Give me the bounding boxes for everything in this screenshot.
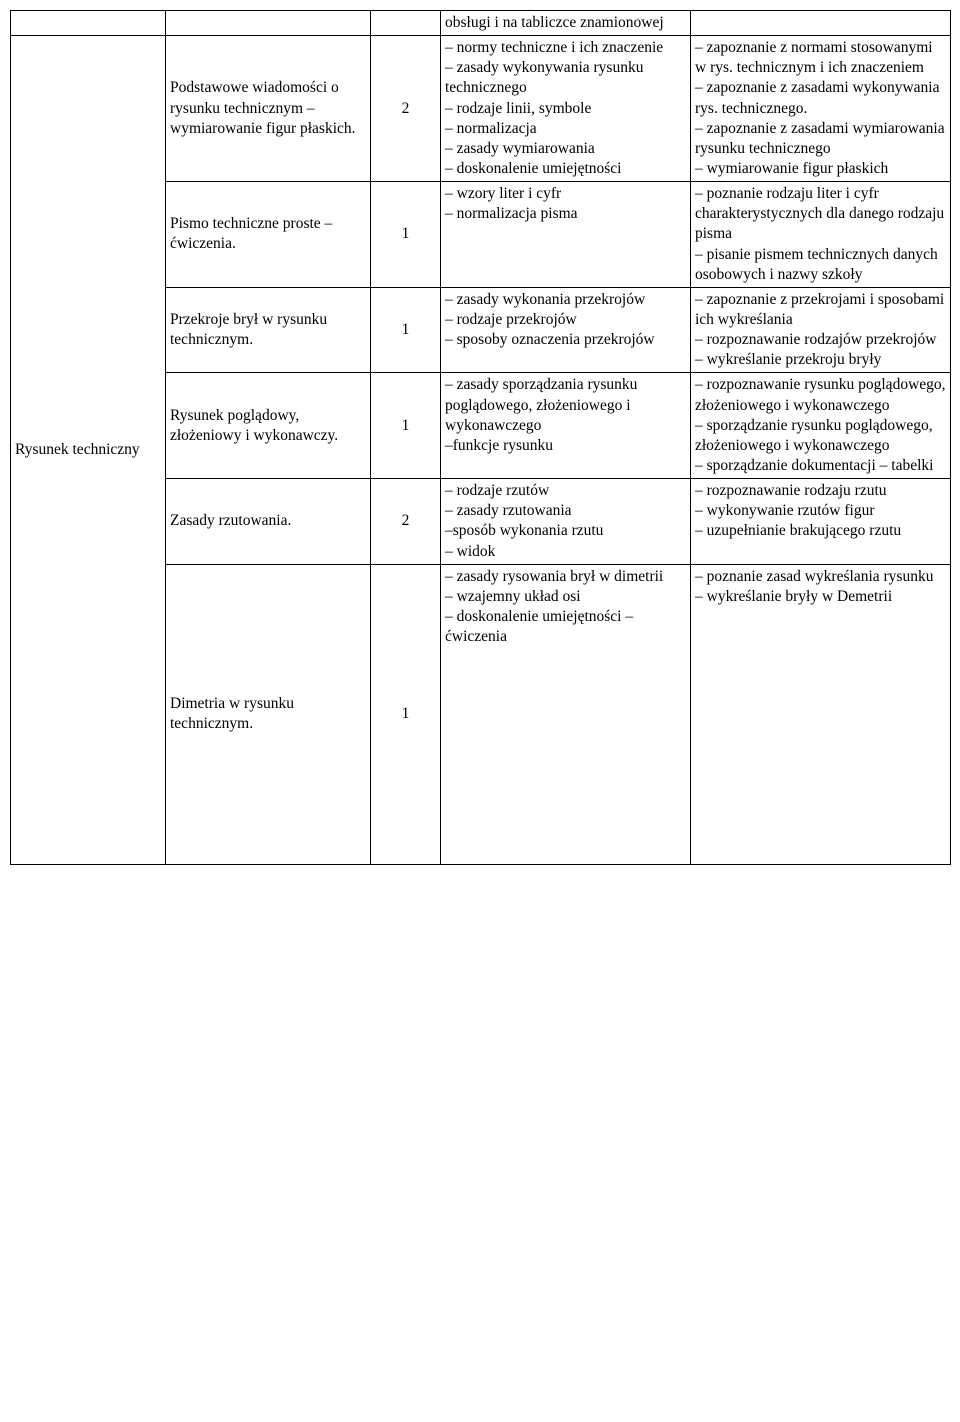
cell-hours: 1 — [371, 564, 441, 864]
cell-outcome: – poznanie zasad wykreślania rysunku– wy… — [691, 564, 951, 864]
cell-outcome: – rozpoznawanie rodzaju rzutu– wykonywan… — [691, 479, 951, 565]
cell-hours: 1 — [371, 373, 441, 479]
cell-topic: Dimetria w rysunku technicznym. — [166, 564, 371, 864]
cell-content: – rodzaje rzutów– zasady rzutowania–spos… — [441, 479, 691, 565]
cell-topic: Podstawowe wiadomości o rysunku technicz… — [166, 36, 371, 182]
cell-content: – zasady rysowania brył w dimetrii– wzaj… — [441, 564, 691, 864]
cell-outcome: – zapoznanie z przekrojami i sposobami i… — [691, 287, 951, 373]
cell-topic: Rysunek poglądowy, złożeniowy i wykonawc… — [166, 373, 371, 479]
syllabus-table: obsługi i na tabliczce znamionowej Rysun… — [10, 10, 951, 865]
cell-hours: 2 — [371, 36, 441, 182]
cell-content: obsługi i na tabliczce znamionowej — [441, 11, 691, 36]
table-row: Rysunek techniczny Podstawowe wiadomości… — [11, 36, 951, 182]
cell-outcome — [691, 11, 951, 36]
cell-outcome: – rozpoznawanie rysunku poglądowego, zło… — [691, 373, 951, 479]
cell-content: – wzory liter i cyfr– normalizacja pisma — [441, 182, 691, 288]
cell-outcome: – poznanie rodzaju liter i cyfr charakte… — [691, 182, 951, 288]
cell-section — [11, 11, 166, 36]
cell-topic: Przekroje brył w rysunku technicznym. — [166, 287, 371, 373]
cell-outcome: – zapoznanie z normami stosowanymi w rys… — [691, 36, 951, 182]
cell-content: – normy techniczne i ich znaczenie– zasa… — [441, 36, 691, 182]
cell-content: – zasady sporządzania rysunku poglądoweg… — [441, 373, 691, 479]
cell-content: – zasady wykonania przekrojów– rodzaje p… — [441, 287, 691, 373]
cell-hours: 1 — [371, 182, 441, 288]
cell-topic — [166, 11, 371, 36]
cell-section: Rysunek techniczny — [11, 36, 166, 865]
table-row: obsługi i na tabliczce znamionowej — [11, 11, 951, 36]
cell-topic: Pismo techniczne proste – ćwiczenia. — [166, 182, 371, 288]
cell-hours: 1 — [371, 287, 441, 373]
cell-topic: Zasady rzutowania. — [166, 479, 371, 565]
cell-hours: 2 — [371, 479, 441, 565]
cell-hours — [371, 11, 441, 36]
